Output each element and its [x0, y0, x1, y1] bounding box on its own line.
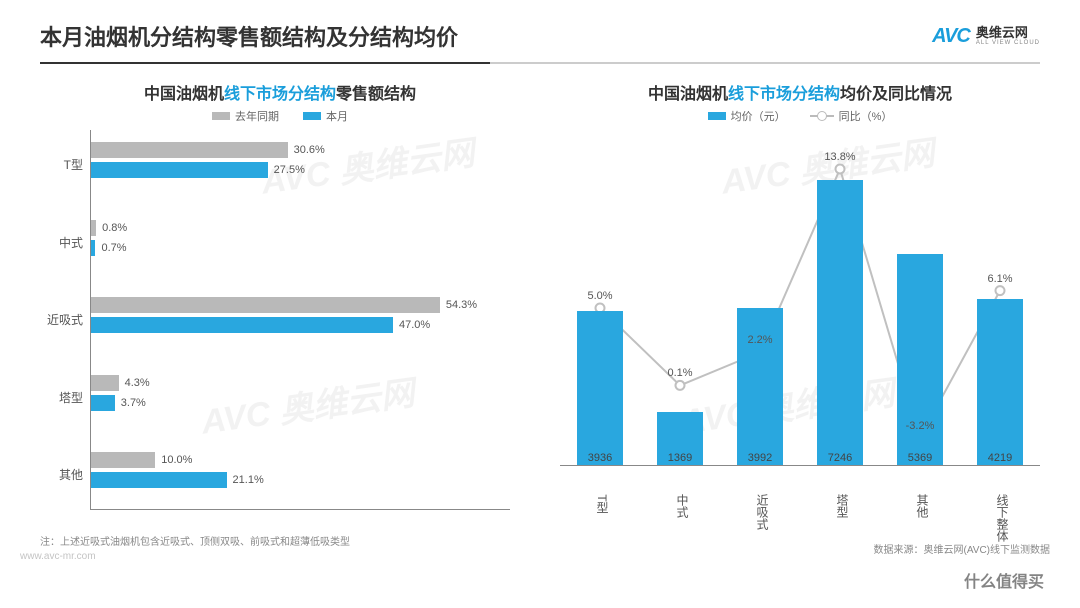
bar-curr: [91, 240, 95, 256]
bar-prev: [91, 142, 288, 158]
right-legend: 均价（元） 同比（%）: [550, 108, 1050, 124]
bar-curr: [91, 395, 115, 411]
bar-curr-label: 21.1%: [233, 474, 264, 486]
brand-logo: AVC 奥维云网 ALL VIEW CLOUD: [932, 25, 1040, 48]
bar-curr: [91, 317, 393, 333]
header: 本月油烟机分结构零售额结构及分结构均价 AVC 奥维云网 ALL VIEW CL…: [0, 0, 1080, 62]
category-label: 中式: [59, 234, 91, 251]
price-label: 7246: [817, 452, 863, 464]
header-divider: [40, 62, 1040, 64]
price-bar: 5369: [897, 254, 943, 466]
bar-curr: [91, 162, 268, 178]
yoy-label: 5.0%: [587, 290, 612, 302]
left-footnote: 注：上述近吸式油烟机包含近吸式、顶侧双吸、前吸式和超薄低吸类型: [40, 533, 350, 548]
bar-prev: [91, 375, 119, 391]
legend-swatch-price: [708, 112, 726, 120]
price-bar: 3992: [737, 308, 783, 466]
yoy-label: -3.2%: [906, 420, 935, 432]
price-label: 1369: [657, 452, 703, 464]
bar-curr-label: 47.0%: [399, 319, 430, 331]
yoy-label: 13.8%: [824, 151, 855, 163]
yoy-marker: [996, 286, 1005, 295]
category-label: 中式: [674, 494, 691, 518]
bar-prev-label: 30.6%: [294, 144, 325, 156]
bar-curr-label: 3.7%: [121, 397, 146, 409]
page-title: 本月油烟机分结构零售额结构及分结构均价: [40, 20, 458, 52]
yoy-label: 0.1%: [667, 367, 692, 379]
category-label: 近吸式: [754, 494, 771, 530]
yoy-line-svg: [560, 130, 1040, 490]
yoy-label: 6.1%: [987, 273, 1012, 285]
left-chart-panel: 中国油烟机线下市场分结构零售额结构 去年同期 本月 T型 30.6% 27.5% 中式…: [30, 74, 530, 554]
price-label: 5369: [897, 452, 943, 464]
price-bar: 3936: [577, 311, 623, 466]
right-footnote: 数据来源：奥维云网(AVC)线下监测数据: [874, 541, 1050, 556]
overlay-stamp: 什么值得买: [958, 566, 1050, 594]
category-label: 塔型: [59, 389, 91, 406]
right-chart-panel: 中国油烟机线下市场分结构均价及同比情况 均价（元） 同比（%） 3936 T型 5.…: [550, 74, 1050, 554]
legend-label-curr: 本月: [326, 108, 348, 124]
category-label: 线下整体: [994, 494, 1011, 542]
url-mark: www.avc-mr.com: [20, 551, 96, 562]
logo-mark: AVC: [932, 25, 970, 48]
bar-prev-label: 54.3%: [446, 299, 477, 311]
logo-en: ALL VIEW CLOUD: [976, 40, 1040, 47]
logo-cn: 奥维云网: [976, 26, 1040, 40]
vbar-chart-area: 3936T型5.0%1369中式0.1%3992近吸式2.2%7246塔型13.…: [560, 130, 1040, 490]
category-label: 近吸式: [47, 311, 91, 328]
price-bar: 7246: [817, 180, 863, 466]
price-bar: 1369: [657, 412, 703, 466]
bar-curr-label: 0.7%: [101, 242, 126, 254]
legend-swatch-curr: [303, 112, 321, 120]
category-label: T型: [594, 494, 611, 513]
price-label: 3936: [577, 452, 623, 464]
category-label: 塔型: [834, 494, 851, 518]
category-label: T型: [64, 156, 91, 173]
bar-prev: [91, 297, 440, 313]
bar-curr-label: 27.5%: [274, 164, 305, 176]
price-bar: 4219: [977, 299, 1023, 466]
bar-prev-label: 0.8%: [102, 222, 127, 234]
category-label: 其他: [914, 494, 931, 518]
legend-swatch-yoy: [810, 111, 834, 121]
yoy-marker: [676, 381, 685, 390]
hbar-chart-area: T型30.6%27.5%中式0.8%0.7%近吸式54.3%47.0%塔型4.3…: [90, 130, 510, 510]
left-legend: 去年同期 本月: [30, 108, 530, 124]
legend-label-price: 均价（元）: [731, 108, 786, 124]
right-chart-title: 中国油烟机线下市场分结构均价及同比情况: [550, 80, 1050, 104]
legend-label-prev: 去年同期: [235, 108, 279, 124]
yoy-label: 2.2%: [747, 334, 772, 346]
bar-curr: [91, 472, 227, 488]
bar-prev-label: 10.0%: [161, 454, 192, 466]
legend-label-yoy: 同比（%）: [839, 108, 893, 124]
legend-swatch-prev: [212, 112, 230, 120]
bar-prev: [91, 452, 155, 468]
yoy-marker: [836, 164, 845, 173]
category-label: 其他: [59, 466, 91, 483]
price-label: 3992: [737, 452, 783, 464]
price-label: 4219: [977, 452, 1023, 464]
bar-prev: [91, 220, 96, 236]
bar-prev-label: 4.3%: [125, 377, 150, 389]
left-chart-title: 中国油烟机线下市场分结构零售额结构: [30, 80, 530, 104]
